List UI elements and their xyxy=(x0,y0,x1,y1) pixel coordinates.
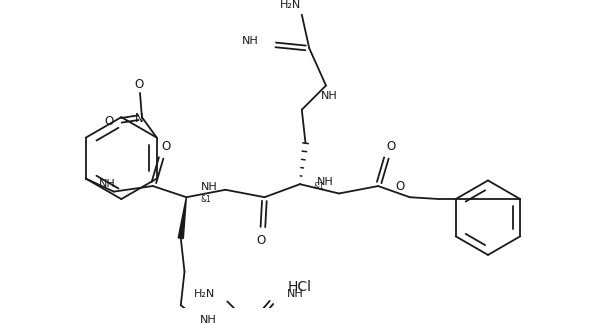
Text: O: O xyxy=(105,115,114,128)
Text: O: O xyxy=(135,78,144,91)
Text: NH: NH xyxy=(317,177,334,187)
Text: H₂N: H₂N xyxy=(194,289,216,299)
Text: NH: NH xyxy=(200,315,216,323)
Text: NH: NH xyxy=(287,289,304,299)
Text: NH: NH xyxy=(99,179,115,189)
Text: O: O xyxy=(386,140,396,152)
Text: O: O xyxy=(161,140,171,152)
Polygon shape xyxy=(178,197,186,238)
Text: &1: &1 xyxy=(200,194,211,203)
Text: H₂N: H₂N xyxy=(280,0,301,9)
Text: HCl: HCl xyxy=(288,280,312,294)
Text: N: N xyxy=(135,111,144,125)
Text: O: O xyxy=(395,181,404,193)
Text: NH: NH xyxy=(201,182,218,192)
Text: &1: &1 xyxy=(314,182,325,192)
Text: NH: NH xyxy=(242,36,259,46)
Text: O: O xyxy=(256,234,266,247)
Text: NH: NH xyxy=(320,91,337,101)
